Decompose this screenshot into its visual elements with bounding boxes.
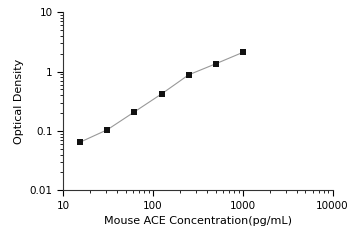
Y-axis label: Optical Density: Optical Density (14, 59, 24, 144)
Point (240, 51, 245, 54)
X-axis label: Mouse ACE Concentration(pg/mL): Mouse ACE Concentration(pg/mL) (104, 216, 292, 226)
Point (132, 110, 137, 114)
Point (78, 140, 83, 144)
Point (186, 73, 191, 77)
Point (159, 92, 164, 96)
Point (213, 62, 218, 66)
Point (105, 128, 110, 132)
